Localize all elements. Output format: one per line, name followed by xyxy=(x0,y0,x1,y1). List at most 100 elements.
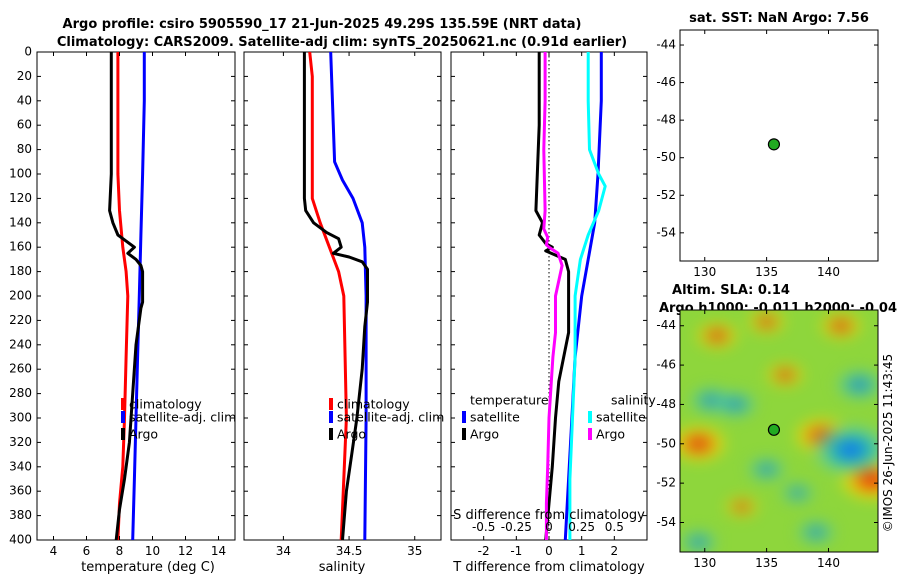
y-tick-label: 340 xyxy=(9,459,32,473)
figure-title-line1: Argo profile: csiro 5905590_17 21-Jun-20… xyxy=(63,17,582,32)
x-tick-label: 12 xyxy=(178,544,193,558)
y-tick-label: 280 xyxy=(9,386,32,400)
y-tick-label: 220 xyxy=(9,313,32,327)
y-tick-label: 40 xyxy=(17,93,32,107)
x-tick-label: 130 xyxy=(693,556,716,570)
legend-label-climatology: climatology xyxy=(129,397,202,412)
series-climatology-line xyxy=(116,52,130,541)
series-climatology-line xyxy=(308,51,348,541)
series-s-argo-line xyxy=(542,52,564,540)
sat-sst-map-panel: 130 135 140 -44 -46 -48 -50 -52 -54 xyxy=(656,29,879,279)
altimetry-map-panel: 130 135 140 -44 -46 -48 -50 -52 -54 xyxy=(656,309,879,570)
y-tick-label: 20 xyxy=(17,69,32,83)
y-tick-label: 320 xyxy=(9,435,32,449)
x-tick-label: -1 xyxy=(510,544,522,558)
temperature-ticks: 4 6 8 10 12 140204060801001201401601802002202… xyxy=(9,45,235,558)
credit-text: ©IMOS 26-Jun-2025 11:43:45 xyxy=(881,354,895,532)
y-tick-label: -52 xyxy=(656,188,676,202)
sla-feature xyxy=(808,421,878,478)
y-tick-label: -46 xyxy=(656,358,676,372)
x-tick-label: 8 xyxy=(116,544,124,558)
series-satellite-adj-clim-line xyxy=(131,52,146,541)
sla-feature xyxy=(816,310,865,342)
temperature-legend: climatology satellite-adj. clim Argo xyxy=(121,397,236,442)
y-tick-label: 240 xyxy=(9,337,32,351)
sla-feature xyxy=(778,479,818,506)
y-tick-label: -54 xyxy=(656,225,676,239)
y-tick-label: -44 xyxy=(656,318,676,332)
t-difference-xlabel: T difference from climatology xyxy=(452,560,645,575)
y-tick-label: -52 xyxy=(656,476,676,490)
s-difference-xlabel: S difference from climatology xyxy=(453,508,645,523)
y-tick-label: 380 xyxy=(9,508,32,522)
y-tick-label: 260 xyxy=(9,362,32,376)
legend-swatch-climatology xyxy=(329,398,333,410)
salinity-legend: climatology satellite-adj. clim Argo xyxy=(329,397,444,442)
sla-feature xyxy=(744,310,789,337)
sla-feature xyxy=(794,517,838,547)
y-tick-label: 300 xyxy=(9,411,32,425)
argo-location-marker xyxy=(767,423,781,436)
temperature-xlabel: temperature (deg C) xyxy=(81,560,215,575)
legend-swatch-s-satellite xyxy=(588,411,592,423)
series-argo-line xyxy=(108,52,145,541)
y-tick-label: 120 xyxy=(9,191,32,205)
difference-legend: temperature salinity satellite Argo sate… xyxy=(462,393,656,442)
y-tick-label: 0 xyxy=(24,45,32,59)
legend-swatch-s-argo xyxy=(588,428,592,440)
altimetry-heatmap-features xyxy=(680,310,878,552)
x2-tick-label: -0.25 xyxy=(501,520,532,534)
legend-label-s-argo: Argo xyxy=(596,427,625,442)
x-tick-label: -2 xyxy=(478,544,490,558)
y-tick-label: -50 xyxy=(656,436,676,450)
x-tick-label: 135 xyxy=(755,265,778,279)
x-tick-label: 140 xyxy=(817,556,840,570)
salinity-xlabel: salinity xyxy=(319,560,366,575)
altimetry-map-marks xyxy=(767,423,781,436)
sla-feature xyxy=(680,423,730,465)
legend-swatch-climatology xyxy=(121,398,125,410)
sat-sst-map-marks xyxy=(767,138,781,151)
legend-heading-temperature: temperature xyxy=(470,393,549,408)
temperature-lines xyxy=(108,52,146,541)
sat-sst-map-ticks: 130 135 140 -44 -46 -48 -50 -52 -54 xyxy=(656,30,878,279)
legend-swatch-argo xyxy=(121,428,125,440)
legend-label-t-argo: Argo xyxy=(470,427,499,442)
x2-tick-label: 0 xyxy=(545,520,553,534)
x-tick-label: 6 xyxy=(83,544,91,558)
x-tick-label: 140 xyxy=(817,265,840,279)
series-satellite-adj-clim-line xyxy=(329,51,368,541)
x-tick-label: 130 xyxy=(693,265,716,279)
y-tick-label: 140 xyxy=(9,215,32,229)
y-tick-label: 60 xyxy=(17,118,32,132)
y-tick-label: -48 xyxy=(656,113,676,127)
x2-tick-label: 0.5 xyxy=(605,520,624,534)
sla-feature xyxy=(744,454,789,484)
y-tick-label: 100 xyxy=(9,167,32,181)
y-tick-label: 160 xyxy=(9,240,32,254)
sla-feature xyxy=(722,493,762,520)
x-tick-label: 34 xyxy=(276,544,291,558)
salinity-lines xyxy=(302,51,369,541)
altimetry-map-ticks: 130 135 140 -44 -46 -48 -50 -52 -54 xyxy=(656,310,878,570)
y-tick-label: 180 xyxy=(9,264,32,278)
legend-swatch-t-argo xyxy=(462,428,466,440)
x-tick-label: 0 xyxy=(545,544,553,558)
sat-sst-title: sat. SST: NaN Argo: 7.56 xyxy=(689,11,869,26)
y-tick-label: 360 xyxy=(9,484,32,498)
argo-location-marker xyxy=(767,138,781,151)
altimetry-map-frame xyxy=(679,309,879,553)
y-tick-label: -46 xyxy=(656,75,676,89)
series-s-satellite-line xyxy=(568,52,607,540)
x-tick-label: 10 xyxy=(145,544,160,558)
y-tick-label: 80 xyxy=(17,142,32,156)
x-tick-label: 34.5 xyxy=(336,544,363,558)
y-tick-label: -44 xyxy=(656,38,676,52)
legend-label-argo: Argo xyxy=(337,427,366,442)
legend-label-climatology: climatology xyxy=(337,397,410,412)
y-tick-label: -50 xyxy=(656,150,676,164)
legend-label-t-satellite: satellite xyxy=(470,410,520,425)
x2-tick-label: 0.25 xyxy=(568,520,595,534)
x-tick-label: 2 xyxy=(611,544,619,558)
